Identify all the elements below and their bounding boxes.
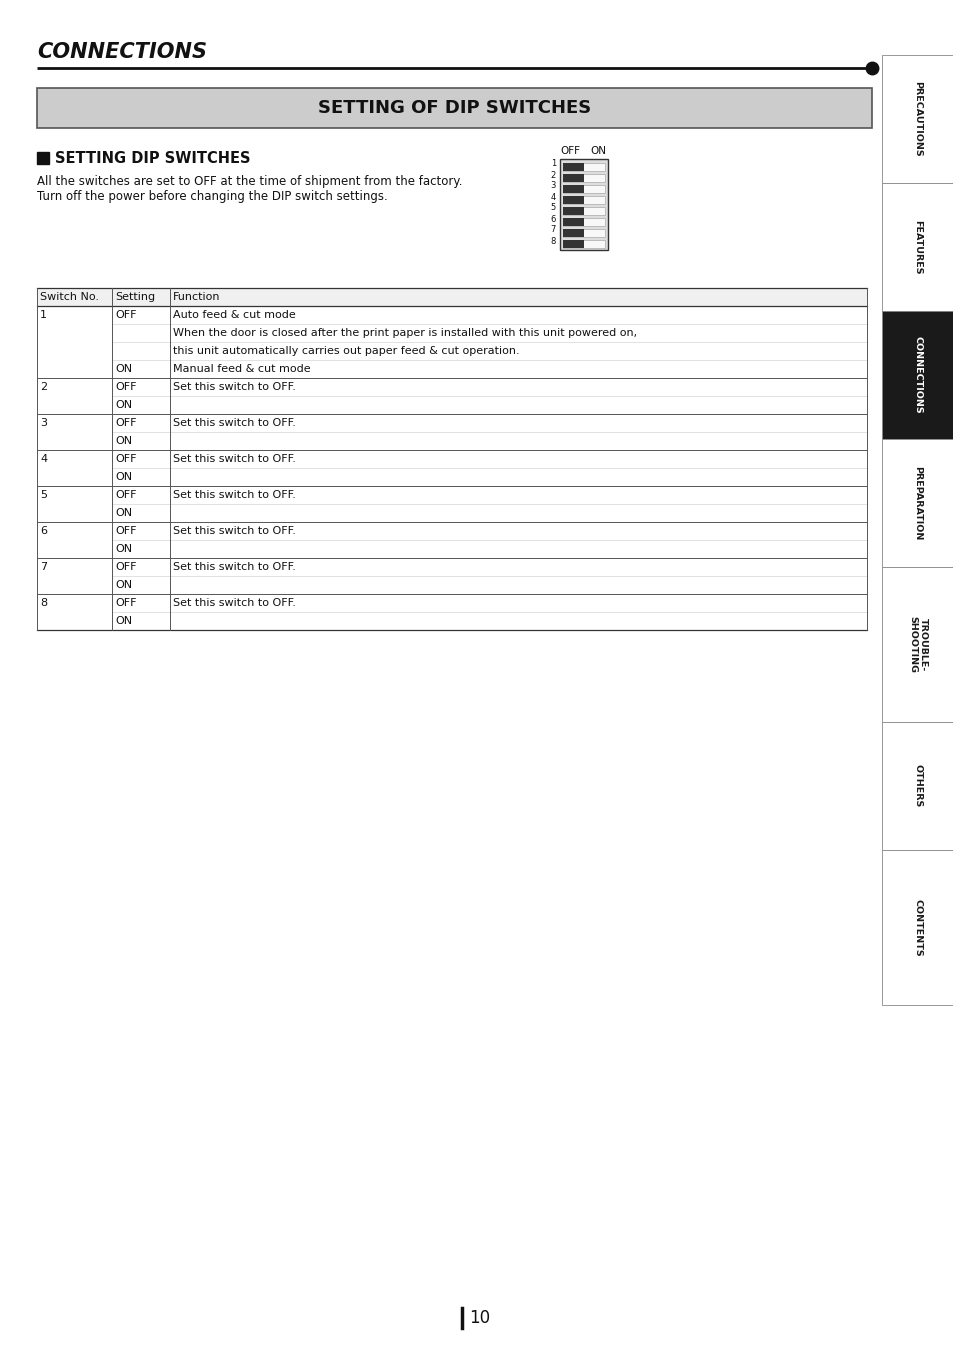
Text: ON: ON — [589, 146, 605, 155]
Text: OFF: OFF — [115, 454, 136, 463]
Text: OFF: OFF — [115, 526, 136, 536]
Bar — [37, 288, 866, 305]
Bar — [882, 850, 953, 1005]
Bar — [562, 163, 604, 172]
Text: FEATURES: FEATURES — [913, 220, 922, 274]
Bar — [562, 240, 583, 249]
Bar — [562, 163, 583, 172]
Text: OFF: OFF — [115, 309, 136, 320]
Text: OFF: OFF — [115, 382, 136, 392]
Text: Auto feed & cut mode: Auto feed & cut mode — [172, 309, 295, 320]
Text: OFF: OFF — [115, 417, 136, 428]
Text: 8: 8 — [40, 598, 47, 608]
Text: ON: ON — [115, 508, 132, 517]
Text: Set this switch to OFF.: Set this switch to OFF. — [172, 526, 295, 536]
Text: 1: 1 — [550, 159, 556, 169]
Bar — [37, 88, 871, 128]
Bar — [882, 55, 953, 182]
Bar — [562, 230, 583, 236]
Text: Set this switch to OFF.: Set this switch to OFF. — [172, 562, 295, 571]
Text: 8: 8 — [550, 236, 556, 246]
Text: 6: 6 — [550, 215, 556, 223]
Text: Set this switch to OFF.: Set this switch to OFF. — [172, 454, 295, 463]
Text: OFF: OFF — [115, 490, 136, 500]
Bar — [882, 567, 953, 721]
Bar — [562, 230, 604, 236]
Bar — [562, 207, 583, 215]
Text: 5: 5 — [40, 490, 47, 500]
Text: Set this switch to OFF.: Set this switch to OFF. — [172, 598, 295, 608]
Bar — [562, 196, 604, 204]
Text: 1: 1 — [40, 309, 47, 320]
Bar — [562, 207, 604, 215]
Text: Manual feed & cut mode: Manual feed & cut mode — [172, 363, 311, 374]
Text: 3: 3 — [40, 417, 47, 428]
Text: CONTENTS: CONTENTS — [913, 898, 922, 957]
Text: 5: 5 — [550, 204, 556, 212]
Bar — [562, 218, 604, 226]
Bar — [562, 185, 604, 193]
Bar — [562, 218, 583, 226]
Bar — [882, 721, 953, 850]
Bar — [562, 174, 583, 182]
Text: PRECAUTIONS: PRECAUTIONS — [913, 81, 922, 157]
Bar — [562, 196, 583, 204]
Text: CONNECTIONS: CONNECTIONS — [37, 42, 207, 62]
Text: OTHERS: OTHERS — [913, 765, 922, 808]
Text: ON: ON — [115, 400, 132, 409]
Bar — [37, 153, 49, 163]
Text: All the switches are set to OFF at the time of shipment from the factory.: All the switches are set to OFF at the t… — [37, 176, 462, 188]
Text: Set this switch to OFF.: Set this switch to OFF. — [172, 417, 295, 428]
Text: ON: ON — [115, 544, 132, 554]
Bar — [882, 311, 953, 439]
Text: OFF: OFF — [559, 146, 579, 155]
Text: 2: 2 — [40, 382, 47, 392]
Text: ON: ON — [115, 363, 132, 374]
Bar — [562, 185, 583, 193]
Text: When the door is closed after the print paper is installed with this unit powere: When the door is closed after the print … — [172, 328, 637, 338]
Text: OFF: OFF — [115, 598, 136, 608]
Text: Function: Function — [172, 292, 220, 303]
Text: CONNECTIONS: CONNECTIONS — [913, 336, 922, 413]
Text: OFF: OFF — [115, 562, 136, 571]
Text: 4: 4 — [40, 454, 47, 463]
Text: 4: 4 — [550, 192, 556, 201]
Bar — [562, 174, 604, 182]
Text: Turn off the power before changing the DIP switch settings.: Turn off the power before changing the D… — [37, 190, 387, 203]
Text: 7: 7 — [40, 562, 47, 571]
Text: SETTING DIP SWITCHES: SETTING DIP SWITCHES — [55, 151, 251, 166]
Text: PREPARATION: PREPARATION — [913, 466, 922, 540]
Text: TROUBLE-
SHOOTING: TROUBLE- SHOOTING — [907, 616, 926, 673]
Text: this unit automatically carries out paper feed & cut operation.: this unit automatically carries out pape… — [172, 346, 519, 357]
Text: Set this switch to OFF.: Set this switch to OFF. — [172, 382, 295, 392]
Text: ON: ON — [115, 580, 132, 590]
Text: ON: ON — [115, 616, 132, 626]
Text: 10: 10 — [469, 1309, 490, 1327]
Text: ON: ON — [115, 471, 132, 482]
Text: ON: ON — [115, 436, 132, 446]
Text: 3: 3 — [550, 181, 556, 190]
Text: Switch No.: Switch No. — [40, 292, 99, 303]
Text: SETTING OF DIP SWITCHES: SETTING OF DIP SWITCHES — [317, 99, 591, 118]
Text: Set this switch to OFF.: Set this switch to OFF. — [172, 490, 295, 500]
Bar — [882, 439, 953, 567]
Text: Setting: Setting — [115, 292, 155, 303]
Text: 7: 7 — [550, 226, 556, 235]
Text: 2: 2 — [550, 170, 556, 180]
Bar — [882, 182, 953, 311]
Bar — [559, 159, 607, 250]
Text: 6: 6 — [40, 526, 47, 536]
Bar — [562, 240, 604, 249]
